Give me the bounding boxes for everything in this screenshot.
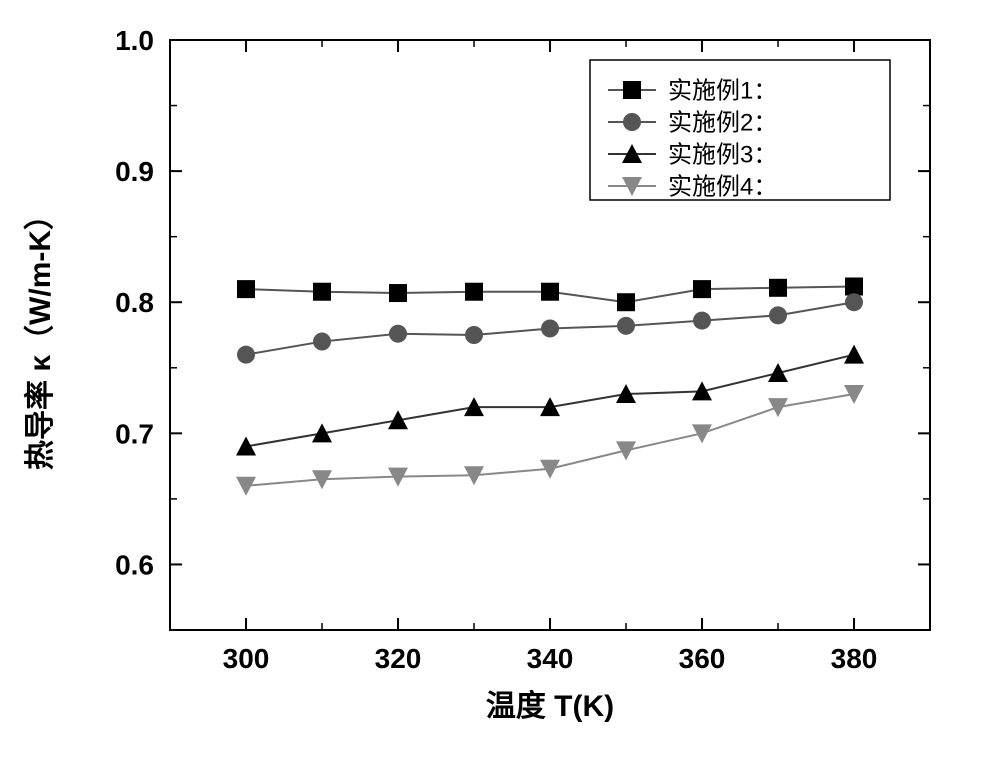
- series: [237, 277, 863, 311]
- series: [237, 293, 863, 363]
- legend: 实施例1： 实施例2： 实施例3： 实施例4：: [590, 60, 890, 200]
- svg-text:340: 340: [527, 643, 574, 674]
- svg-text:0.6: 0.6: [115, 549, 154, 580]
- svg-text:0.9: 0.9: [115, 156, 154, 187]
- svg-text:320: 320: [375, 643, 422, 674]
- svg-text:实施例2：: 实施例2：: [668, 109, 777, 136]
- chart-container: 300 320 340 360 380 温度 T(K) 0.6 0.7 0.8 0.9 1.0 热导率…: [0, 0, 1000, 768]
- svg-text:360: 360: [679, 643, 726, 674]
- svg-text:1.0: 1.0: [115, 25, 154, 56]
- svg-text:实施例3：: 实施例3：: [668, 141, 777, 168]
- line-chart: 300 320 340 360 380 温度 T(K) 0.6 0.7 0.8 0.9 1.0 热导率…: [0, 0, 1000, 768]
- svg-text:300: 300: [223, 643, 270, 674]
- svg-text:实施例4：: 实施例4：: [668, 173, 777, 200]
- svg-text:实施例1：: 实施例1：: [668, 77, 777, 104]
- svg-text:380: 380: [831, 643, 878, 674]
- svg-text:热导率 κ（W/m-K）: 热导率 κ（W/m-K）: [23, 200, 57, 470]
- svg-text:0.7: 0.7: [115, 418, 154, 449]
- svg-text:0.8: 0.8: [115, 287, 154, 318]
- svg-text:温度 T(K): 温度 T(K): [486, 690, 614, 723]
